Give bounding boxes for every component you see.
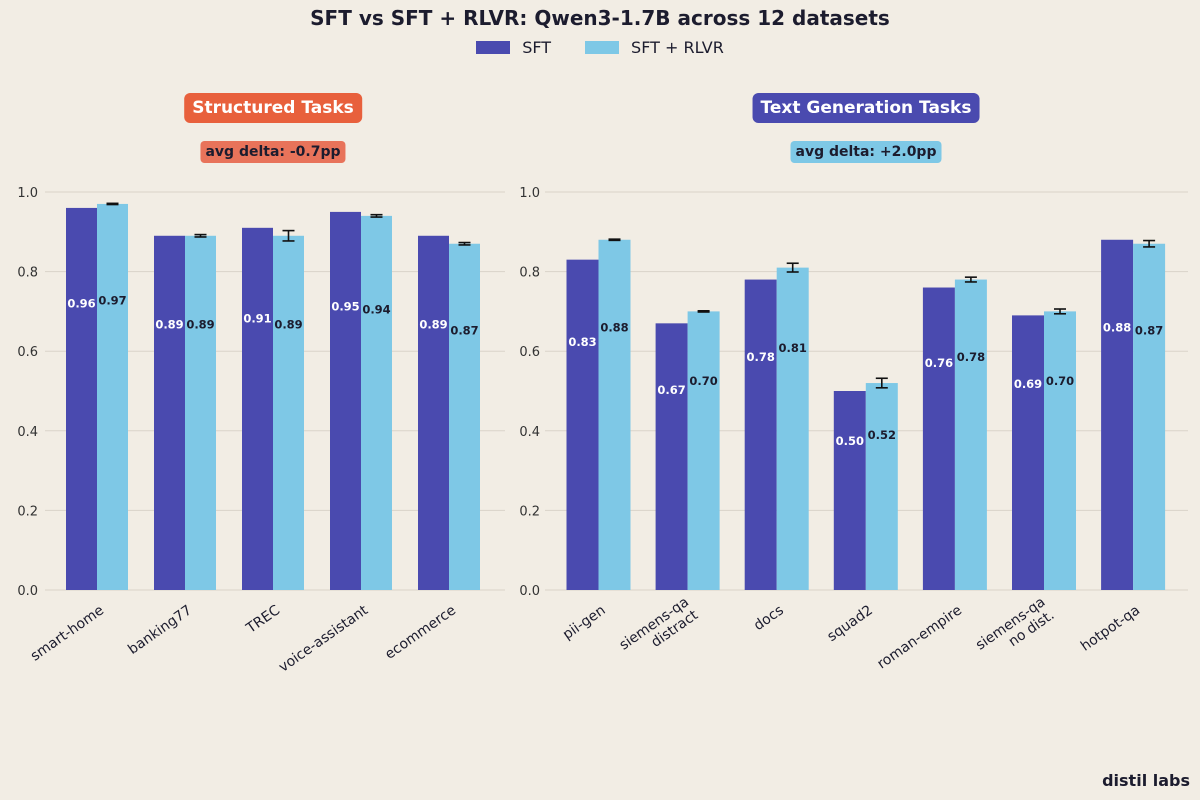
bar-sft <box>744 279 777 590</box>
legend-item-sft: SFT <box>476 38 551 57</box>
bar-rlvr <box>1133 243 1166 591</box>
data-label: 0.76 <box>925 356 953 370</box>
chart-title: SFT vs SFT + RLVR: Qwen3-1.7B across 12 … <box>310 6 890 30</box>
data-label: 0.96 <box>67 296 95 310</box>
x-tick-label: voice-assistant <box>276 602 372 676</box>
bar-sft <box>655 323 688 590</box>
bar-sft <box>833 391 866 590</box>
data-label: 0.91 <box>243 311 271 325</box>
x-tick-label: banking77 <box>125 602 195 658</box>
data-label: 0.78 <box>747 350 775 364</box>
data-label: 0.89 <box>274 317 302 331</box>
y-tick-label: 1.0 <box>519 186 540 201</box>
avg-delta-text-gen: avg delta: +2.0pp <box>790 141 942 163</box>
brand-label: distil labs <box>1102 771 1190 790</box>
panel-title-text-gen: Text Generation Tasks <box>752 93 980 123</box>
x-tick-label: docs <box>751 602 787 634</box>
x-tick-label: siemens-qano dist. <box>973 594 1057 667</box>
data-label: 0.89 <box>155 317 183 331</box>
data-label: 0.97 <box>98 293 126 307</box>
data-label: 0.89 <box>419 317 447 331</box>
y-tick-label: 0.0 <box>519 584 540 599</box>
y-tick-label: 0.8 <box>519 266 540 281</box>
bar-sft <box>1012 315 1044 590</box>
data-label: 0.87 <box>450 323 478 337</box>
y-tick-label: 0.0 <box>17 584 38 599</box>
y-tick-label: 0.6 <box>17 345 38 360</box>
data-label: 0.87 <box>1135 323 1163 337</box>
legend-item-rlvr: SFT + RLVR <box>585 38 724 57</box>
panel-title-structured: Structured Tasks <box>184 93 362 123</box>
bar-sft <box>330 211 361 590</box>
bar-sft <box>66 207 97 591</box>
data-label: 0.78 <box>957 350 985 364</box>
y-tick-label: 0.4 <box>519 425 540 440</box>
bar-sft <box>242 227 273 590</box>
data-label: 0.50 <box>836 434 864 448</box>
bar-rlvr <box>865 383 898 590</box>
avg-delta-structured: avg delta: -0.7pp <box>200 141 346 163</box>
bar-sft <box>1101 239 1134 590</box>
x-tick-label: hotpot-qa <box>1078 602 1143 654</box>
data-label: 0.52 <box>868 428 896 442</box>
x-tick-label: pii-gen <box>560 602 609 643</box>
data-label: 0.81 <box>779 341 807 355</box>
bar-sft <box>154 235 185 590</box>
data-label: 0.70 <box>689 374 717 388</box>
bar-rlvr <box>954 279 987 590</box>
y-tick-label: 0.6 <box>519 345 540 360</box>
y-tick-label: 0.2 <box>519 504 540 519</box>
legend-swatch-rlvr <box>585 41 620 54</box>
bar-rlvr <box>273 235 304 590</box>
y-tick-label: 0.4 <box>17 425 38 440</box>
y-tick-label: 0.8 <box>17 266 38 281</box>
bar-sft <box>922 287 955 590</box>
data-label: 0.83 <box>568 335 596 349</box>
data-label: 0.70 <box>1046 374 1074 388</box>
bar-rlvr <box>687 311 720 590</box>
data-label: 0.95 <box>331 299 359 313</box>
y-tick-label: 0.2 <box>17 504 38 519</box>
bar-rlvr <box>185 235 216 590</box>
bar-rlvr <box>97 203 128 590</box>
data-label: 0.88 <box>600 320 628 334</box>
x-tick-label: squad2 <box>825 602 876 645</box>
bar-rlvr <box>449 243 480 591</box>
bar-rlvr <box>598 239 631 590</box>
x-tick-label: TREC <box>243 602 283 637</box>
x-tick-label: ecommerce <box>382 602 459 662</box>
legend: SFT SFT + RLVR <box>0 38 1200 57</box>
data-label: 0.69 <box>1014 377 1042 391</box>
bar-rlvr <box>361 215 392 590</box>
legend-label-sft: SFT <box>522 38 552 57</box>
x-tick-label: roman-empire <box>874 602 964 672</box>
bar-sft <box>566 259 599 590</box>
bar-sft <box>418 235 449 590</box>
y-tick-label: 1.0 <box>17 186 38 201</box>
bar-rlvr <box>776 267 809 590</box>
x-tick-label: siemens-qadistract <box>617 594 702 667</box>
data-label: 0.88 <box>1103 320 1131 334</box>
bar-rlvr <box>1044 311 1076 590</box>
legend-swatch-sft <box>476 41 511 54</box>
data-label: 0.67 <box>657 383 685 397</box>
data-label: 0.89 <box>186 317 214 331</box>
legend-label-rlvr: SFT + RLVR <box>631 38 724 57</box>
x-tick-label: smart-home <box>28 602 107 664</box>
data-label: 0.94 <box>362 302 390 316</box>
